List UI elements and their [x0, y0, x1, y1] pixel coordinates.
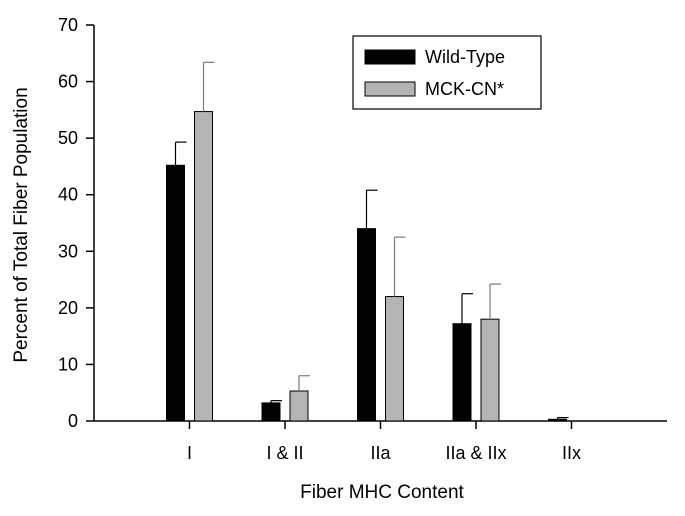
- legend-label-wild-type: Wild-Type: [425, 47, 505, 67]
- x-tick-label: I & II: [266, 443, 303, 463]
- x-axis-title: Fiber MHC Content: [300, 482, 464, 503]
- bar-wild-type: [357, 228, 376, 422]
- x-ticks: I I & II IIa IIa & IIx IIx: [187, 421, 581, 463]
- legend-swatch-mck-cn: [364, 81, 416, 97]
- bar-wild-type: [452, 323, 472, 422]
- bar-wild-type: [261, 402, 281, 422]
- bars: [166, 111, 567, 422]
- y-tick-label: 40: [58, 185, 78, 205]
- y-tick-label: 0: [68, 411, 78, 431]
- y-tick-label: 30: [58, 241, 78, 261]
- x-tick-label: IIa & IIx: [445, 443, 506, 463]
- x-tick-label: I: [187, 443, 192, 463]
- y-ticks: 0 10 20 30 40 50 60 70: [58, 15, 94, 431]
- legend: Wild-Type MCK-CN*: [352, 35, 542, 110]
- legend-swatch-wild-type: [364, 49, 416, 65]
- bar-mck-cn: [385, 296, 404, 422]
- y-tick-label: 70: [58, 15, 78, 35]
- y-tick-label: 50: [58, 128, 78, 148]
- y-tick-label: 60: [58, 72, 78, 92]
- bar-mck-cn: [480, 318, 500, 422]
- bar-mck-cn: [289, 390, 309, 422]
- bar-wild-type: [548, 418, 567, 422]
- bar-wild-type: [166, 164, 185, 422]
- legend-box: [352, 35, 542, 110]
- y-tick-label: 10: [58, 354, 78, 374]
- y-axis-title: Percent of Total Fiber Population: [11, 87, 32, 362]
- error-bars: [174, 61, 569, 420]
- x-tick-label: IIa: [370, 443, 391, 463]
- y-tick-label: 20: [58, 298, 78, 318]
- legend-label-mck-cn: MCK-CN*: [425, 79, 504, 99]
- bar-mck-cn: [194, 111, 213, 422]
- x-tick-label: IIx: [562, 443, 581, 463]
